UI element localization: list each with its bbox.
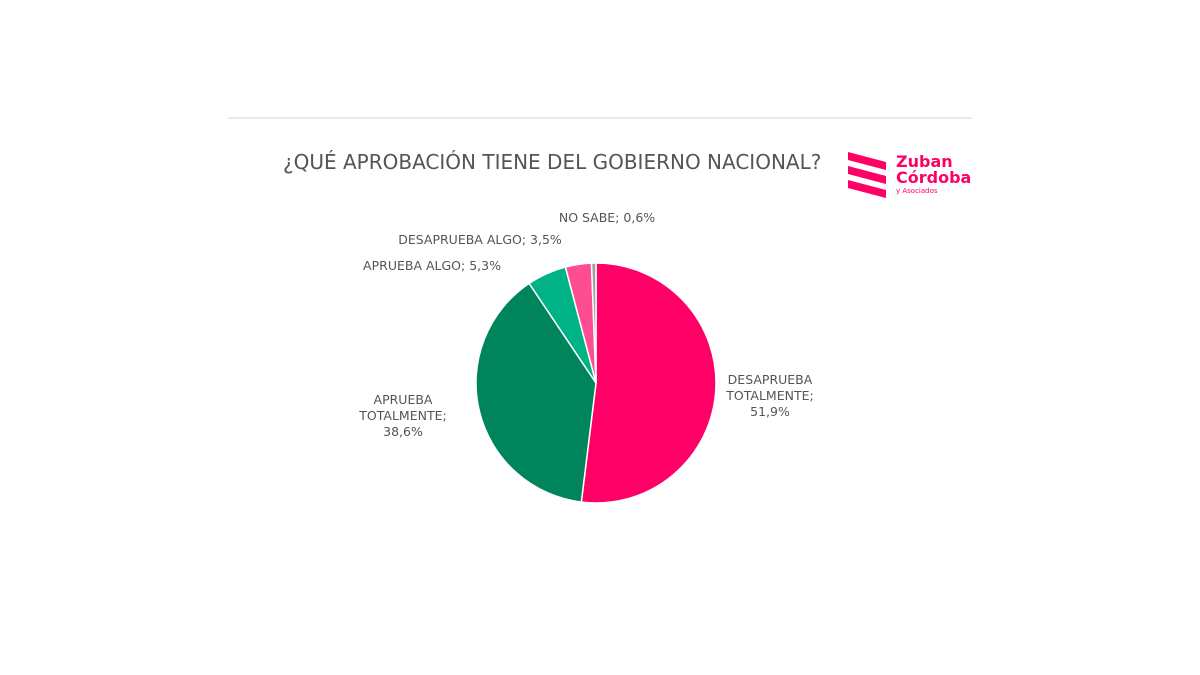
pie-slice [475,282,597,503]
data-label: APRUEBA ALGO; 5,3% [363,258,501,273]
data-label: DESAPRUEBA TOTALMENTE; 51,9% [726,372,814,419]
data-label: DESAPRUEBA ALGO; 3,5% [398,232,562,247]
logo-text: Córdoba [896,168,972,187]
data-label: APRUEBA TOTALMENTE; 38,6% [359,392,447,439]
pie-slice [590,262,597,384]
logo-icon [848,152,886,198]
data-label: NO SABE; 0,6% [558,210,656,225]
chart-title: ¿QUÉ APROBACIÓN TIENE DEL GOBIERNO NACIO… [283,150,822,174]
logo-text: y Asociados [896,187,938,195]
logo-text: Zuban [896,152,953,171]
pie-slice [580,262,717,504]
